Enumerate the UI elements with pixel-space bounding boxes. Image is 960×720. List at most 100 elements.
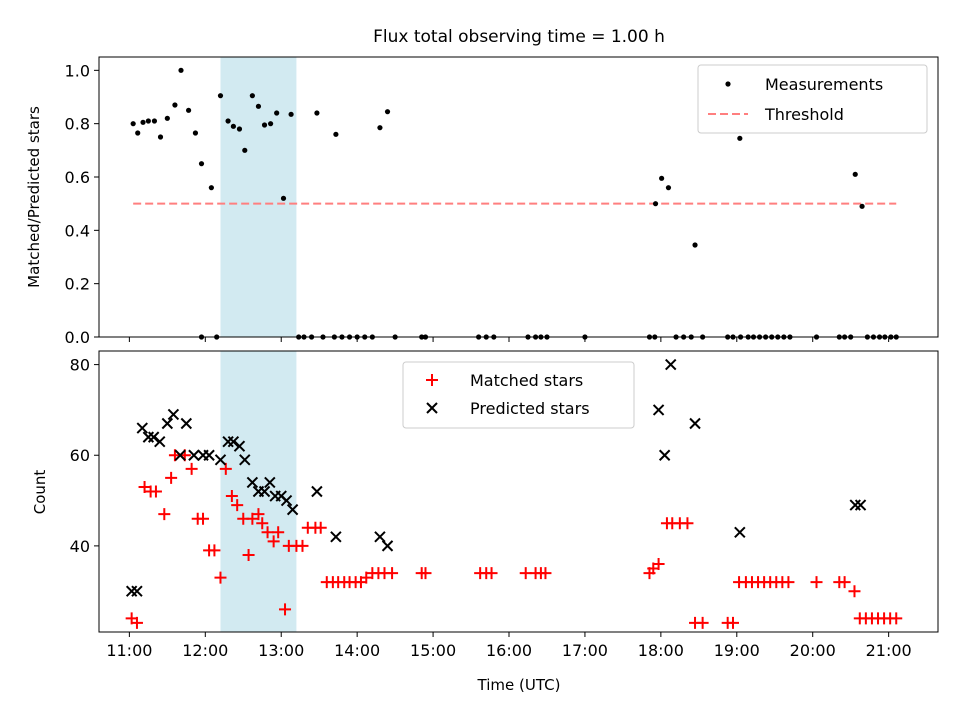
bottom-y-tick-label: 60 bbox=[70, 446, 90, 465]
matched-star-point bbox=[782, 576, 795, 589]
measurement-point bbox=[145, 118, 151, 124]
top-y-tick-label: 0.8 bbox=[65, 115, 90, 134]
matched-star-point bbox=[231, 499, 244, 512]
matched-star-point bbox=[485, 567, 498, 580]
bottom-x-tick-label: 13:00 bbox=[258, 641, 304, 660]
predicted-star-point bbox=[381, 540, 394, 552]
matched-star-point bbox=[314, 521, 327, 534]
measurement-point bbox=[164, 115, 170, 121]
top-y-tick-label: 0.2 bbox=[65, 275, 90, 294]
measurement-point bbox=[242, 147, 248, 153]
predicted-star-point bbox=[203, 449, 215, 461]
matched-star-point bbox=[130, 616, 143, 629]
matched-star-point bbox=[810, 576, 823, 589]
top-y-tick-label: 0.4 bbox=[65, 221, 90, 240]
matched-star-point bbox=[261, 526, 274, 539]
top-y-tick-label: 0.6 bbox=[65, 168, 90, 187]
bottom-y-ticks: 40 60 80 bbox=[70, 356, 99, 556]
matched-star-point bbox=[696, 616, 709, 629]
bottom-legend: Matched stars Predicted stars bbox=[402, 361, 635, 429]
measurement-point bbox=[314, 110, 320, 116]
predicted-star-point bbox=[131, 585, 143, 597]
predicted-star-point bbox=[280, 494, 293, 507]
predicted-star-point bbox=[188, 449, 200, 461]
measurement-point bbox=[274, 110, 280, 116]
matched-star-point bbox=[419, 567, 432, 580]
predicted-star-point bbox=[136, 422, 148, 434]
measurement-point bbox=[737, 135, 743, 141]
predicted-star-point bbox=[214, 454, 227, 466]
bottom-x-tick-label: 15:00 bbox=[410, 641, 456, 660]
measurement-point bbox=[652, 201, 659, 207]
measurement-point bbox=[267, 121, 274, 127]
matched-star-point bbox=[242, 548, 255, 561]
top-panel: 0.0 0.2 0.4 0.6 0.8 1.0 Matched/Predicted sta… bbox=[25, 56, 939, 347]
matched-star-point bbox=[890, 612, 903, 625]
measurement-point bbox=[192, 130, 199, 136]
legend-predicted-label: Predicted stars bbox=[470, 399, 590, 418]
matched-star-point bbox=[185, 462, 198, 475]
top-axes-frame bbox=[98, 56, 939, 338]
legend-matched-marker bbox=[426, 374, 438, 386]
matched-star-point bbox=[219, 462, 232, 475]
x-axis-label: Time (UTC) bbox=[477, 676, 561, 694]
measurement-point bbox=[208, 185, 214, 191]
top-legend: Measurements Threshold bbox=[697, 64, 928, 134]
bottom-data-marks bbox=[125, 358, 903, 629]
measurement-point bbox=[217, 93, 224, 99]
measurement-point bbox=[130, 121, 136, 127]
matched-star-point bbox=[267, 535, 280, 548]
predicted-star-point bbox=[286, 503, 299, 516]
matched-star-point bbox=[138, 480, 151, 493]
measurement-point bbox=[157, 134, 164, 140]
measurement-point bbox=[236, 126, 243, 132]
matched-star-point bbox=[652, 558, 665, 571]
bottom-y-tick-label: 40 bbox=[70, 537, 90, 556]
predicted-star-point bbox=[147, 431, 160, 443]
bottom-x-tick-label: 11:00 bbox=[106, 641, 152, 660]
matched-star-point bbox=[165, 471, 178, 484]
legend-predicted-marker bbox=[426, 402, 438, 414]
measurement-point bbox=[172, 102, 178, 108]
predicted-star-point bbox=[233, 440, 246, 452]
measurement-point bbox=[185, 107, 192, 113]
predicted-star-point bbox=[174, 449, 186, 461]
matched-star-point bbox=[197, 512, 210, 525]
top-y-ticks: 0.0 0.2 0.4 0.6 0.8 1.0 bbox=[65, 61, 99, 347]
chart-title: Flux total observing time = 1.00 h bbox=[373, 27, 665, 47]
bottom-legend-box bbox=[402, 361, 635, 429]
bottom-x-tick-label: 20:00 bbox=[790, 641, 836, 660]
bottom-x-tick-label: 16:00 bbox=[486, 641, 532, 660]
predicted-star-point bbox=[652, 404, 665, 416]
predicted-star-point bbox=[227, 435, 240, 448]
bottom-x-tick-label: 19:00 bbox=[714, 641, 760, 660]
measurement-point bbox=[135, 130, 141, 136]
predicted-star-point bbox=[180, 417, 193, 430]
matched-star-point bbox=[246, 512, 259, 525]
predicted-star-point bbox=[330, 531, 342, 543]
matched-star-point bbox=[838, 576, 851, 589]
measurement-point bbox=[249, 93, 255, 99]
legend-measurements-label: Measurements bbox=[765, 75, 883, 94]
legend-measurements-marker bbox=[725, 81, 731, 87]
matched-star-point bbox=[272, 526, 285, 539]
predicted-star-point bbox=[849, 499, 861, 511]
measurement-point bbox=[859, 203, 865, 209]
measurement-point bbox=[659, 175, 665, 181]
predicted-star-point bbox=[161, 417, 174, 430]
predicted-star-point bbox=[167, 408, 180, 421]
bottom-axes-frame bbox=[98, 350, 939, 633]
matched-star-point bbox=[360, 571, 373, 584]
top-data-marks bbox=[130, 67, 899, 340]
measurement-point bbox=[225, 118, 231, 124]
predicted-star-point bbox=[258, 485, 271, 498]
bottom-x-tick-label: 18:00 bbox=[638, 641, 684, 660]
predicted-star-point bbox=[311, 485, 323, 498]
predicted-star-point bbox=[125, 585, 138, 597]
predicted-star-point bbox=[854, 499, 867, 511]
predicted-star-point bbox=[665, 358, 677, 371]
measurement-point bbox=[178, 67, 184, 73]
measurement-point bbox=[692, 242, 698, 248]
matched-star-point bbox=[681, 517, 694, 530]
predicted-star-point bbox=[264, 476, 276, 489]
